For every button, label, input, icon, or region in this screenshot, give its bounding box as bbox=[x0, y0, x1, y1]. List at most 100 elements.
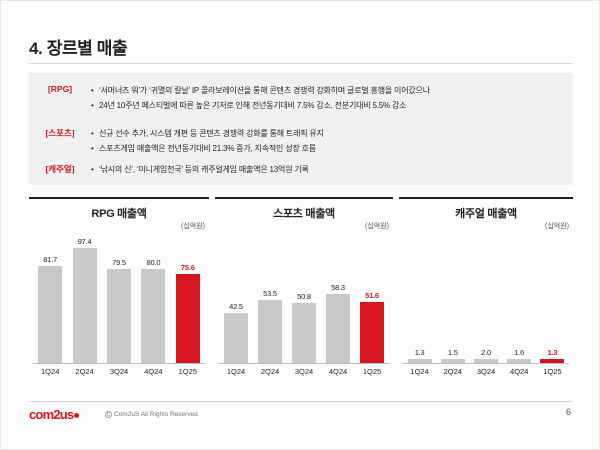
panel-top-rule bbox=[215, 197, 393, 199]
bar bbox=[292, 303, 316, 363]
summary-line: • 신규 선수 추가, 시스템 개편 등 콘텐츠 경쟁력 강화를 통해 트래픽 유… bbox=[91, 126, 573, 141]
bar-group: 1.3 bbox=[403, 233, 436, 363]
chart-categories-sports: 1Q24 2Q24 3Q24 4Q24 1Q25 bbox=[219, 367, 389, 376]
bar-group: 75.6 bbox=[171, 233, 205, 363]
bar-group: 97.4 bbox=[67, 233, 101, 363]
summary-block: [RPG] • ‘서머너즈 워’가 ‘귀멸의 칼날’ IP 콜라보레이션을 통해 … bbox=[29, 73, 573, 185]
bar-group: 51.6 bbox=[355, 233, 389, 363]
bar-group: 80.0 bbox=[136, 233, 170, 363]
footer-divider bbox=[29, 401, 573, 402]
copyright-icon: C bbox=[105, 411, 112, 418]
category-label: 2Q24 bbox=[260, 367, 280, 376]
bar-value-label: 1.3 bbox=[547, 348, 558, 357]
logo-text: com2us bbox=[29, 407, 74, 422]
bar-value-label: 53.5 bbox=[263, 288, 277, 298]
bar-value-label: 1.6 bbox=[514, 348, 525, 357]
bullet-dot-icon: • bbox=[91, 144, 94, 153]
chart-axis-casual bbox=[403, 363, 569, 364]
bar-value-label: 2.0 bbox=[481, 348, 491, 357]
bar-group: 79.5 bbox=[102, 233, 136, 363]
chart-axis-sports bbox=[219, 363, 389, 364]
summary-lines-casual: • ‘낚시의 신’, ‘미니게임천국’ 등의 캐주얼게임 매출액은 13억원 기록 bbox=[91, 162, 573, 177]
bullet-dot-icon: • bbox=[91, 165, 94, 174]
bar-value-label: 50.8 bbox=[297, 292, 311, 301]
summary-line-text: 신규 선수 추가, 시스템 개편 등 콘텐츠 경쟁력 강화를 통해 트래픽 유지 bbox=[99, 129, 324, 138]
summary-line-text: 스포츠게임 매출액은 전년동기대비 21.3% 증가, 지속적인 성장 흐름 bbox=[99, 144, 316, 153]
bar-value-label: 1.5 bbox=[447, 348, 458, 357]
chart-plot-rpg: 81.7 97.4 79.5 80.0 75.6 bbox=[33, 233, 205, 363]
bar bbox=[38, 266, 63, 363]
bar-value-label: 58.3 bbox=[331, 283, 345, 293]
summary-line-text: ‘서머너즈 워’가 ‘귀멸의 칼날’ IP 콜라보레이션을 통해 콘텐츠 경쟁력… bbox=[99, 86, 430, 95]
bar-value-label: 79.5 bbox=[112, 258, 126, 267]
title-divider bbox=[29, 63, 573, 64]
category-label: 4Q24 bbox=[328, 367, 348, 376]
summary-line-text: 24년 10주년 페스티벌에 따른 높은 기저로 인해 전년동기대비 7.5% … bbox=[99, 101, 407, 110]
bullet-dot-icon: • bbox=[91, 129, 94, 138]
bar-series-rpg: 81.7 97.4 79.5 80.0 75.6 bbox=[33, 233, 205, 363]
bar bbox=[72, 247, 97, 363]
summary-tag-sports: [스포츠] bbox=[45, 128, 75, 138]
page-number: 6 bbox=[565, 407, 571, 417]
chart-plot-sports: 42.5 53.5 50.8 58.3 51.6 bbox=[219, 233, 389, 363]
bar bbox=[474, 359, 498, 363]
chart-panel-rpg: RPG 매출액 (십억원) 81.7 97.4 79.5 80.0 75.6 1Q24 2… bbox=[29, 197, 209, 383]
bar-value-label: 97.4 bbox=[77, 236, 92, 246]
bar-group: 81.7 bbox=[33, 233, 67, 363]
bar-value-label: 75.6 bbox=[180, 262, 195, 272]
summary-tag-casual: [캐주얼] bbox=[45, 164, 75, 174]
summary-lines-sports: • 신규 선수 추가, 시스템 개편 등 콘텐츠 경쟁력 강화를 통해 트래픽 유… bbox=[91, 126, 573, 156]
bar-series-casual: 1.3 1.5 2.0 1.6 1.3 bbox=[403, 233, 569, 363]
bar bbox=[360, 302, 384, 363]
bar bbox=[107, 269, 132, 363]
panel-top-rule bbox=[29, 197, 209, 199]
summary-row-sports: [스포츠] • 신규 선수 추가, 시스템 개편 등 콘텐츠 경쟁력 강화를 통해… bbox=[29, 126, 573, 156]
chart-unit-rpg: (십억원) bbox=[181, 223, 205, 230]
chart-plot-casual: 1.3 1.5 2.0 1.6 1.3 bbox=[403, 233, 569, 363]
category-label: 1Q25 bbox=[543, 367, 562, 376]
summary-line: • ‘낚시의 신’, ‘미니게임천국’ 등의 캐주얼게임 매출액은 13억원 기록 bbox=[91, 162, 573, 177]
bullet-dot-icon: • bbox=[91, 101, 94, 110]
chart-unit-casual: (십억원) bbox=[545, 223, 569, 230]
bar-value-label: 1.3 bbox=[414, 348, 425, 357]
bar bbox=[141, 268, 166, 363]
summary-row-casual: [캐주얼] • ‘낚시의 신’, ‘미니게임천국’ 등의 캐주얼게임 매출액은 1… bbox=[29, 162, 573, 177]
chart-unit-sports: (십억원) bbox=[365, 223, 389, 230]
category-label: 3Q24 bbox=[476, 367, 496, 376]
summary-tag-rpg: [RPG] bbox=[47, 84, 73, 94]
summary-line: • 24년 10주년 페스티벌에 따른 높은 기저로 인해 전년동기대비 7.5%… bbox=[91, 98, 573, 113]
summary-lines-rpg: • ‘서머너즈 워’가 ‘귀멸의 칼날’ IP 콜라보레이션을 통해 콘텐츠 경쟁… bbox=[91, 83, 573, 113]
category-label: 4Q24 bbox=[510, 367, 529, 376]
bar-value-label: 80.0 bbox=[146, 257, 161, 267]
bar-value-label: 42.5 bbox=[229, 301, 243, 311]
category-label: 1Q24 bbox=[226, 367, 246, 376]
bar-group: 58.3 bbox=[321, 233, 355, 363]
summary-row-rpg: [RPG] • ‘서머너즈 워’가 ‘귀멸의 칼날’ IP 콜라보레이션을 통해 … bbox=[29, 83, 573, 113]
chart-categories-casual: 1Q24 2Q24 3Q24 4Q24 1Q25 bbox=[403, 367, 569, 376]
chart-panel-sports: 스포츠 매출액 (십억원) 42.5 53.5 50.8 58.3 51.6 1Q24 2… bbox=[215, 197, 393, 383]
summary-line: • 스포츠게임 매출액은 전년동기대비 21.3% 증가, 지속적인 성장 흐름 bbox=[91, 141, 573, 156]
bar-group: 1.6 bbox=[503, 233, 536, 363]
category-label: 1Q24 bbox=[410, 367, 429, 376]
company-logo: com2us bbox=[29, 407, 80, 422]
bar bbox=[507, 359, 532, 363]
copyright-notice: C Com2uS All Rights Reserved bbox=[105, 411, 198, 418]
copyright-text: Com2uS All Rights Reserved bbox=[114, 411, 198, 418]
bar-group: 53.5 bbox=[253, 233, 287, 363]
category-label: 1Q24 bbox=[41, 367, 60, 376]
bar bbox=[175, 273, 200, 363]
bar-group: 1.5 bbox=[436, 233, 469, 363]
category-label: 3Q24 bbox=[294, 367, 314, 376]
logo-dot-icon bbox=[74, 413, 80, 418]
summary-line-text: ‘낚시의 신’, ‘미니게임천국’ 등의 캐주얼게임 매출액은 13억원 기록 bbox=[99, 165, 309, 174]
bar-group: 42.5 bbox=[219, 233, 253, 363]
bullet-dot-icon: • bbox=[91, 86, 94, 95]
bar-group: 2.0 bbox=[469, 233, 502, 363]
bar bbox=[224, 312, 248, 363]
category-label: 3Q24 bbox=[109, 367, 129, 376]
category-label: 1Q25 bbox=[178, 367, 197, 376]
bar bbox=[326, 294, 350, 363]
category-label: 2Q24 bbox=[443, 367, 462, 376]
category-label: 4Q24 bbox=[144, 367, 163, 376]
